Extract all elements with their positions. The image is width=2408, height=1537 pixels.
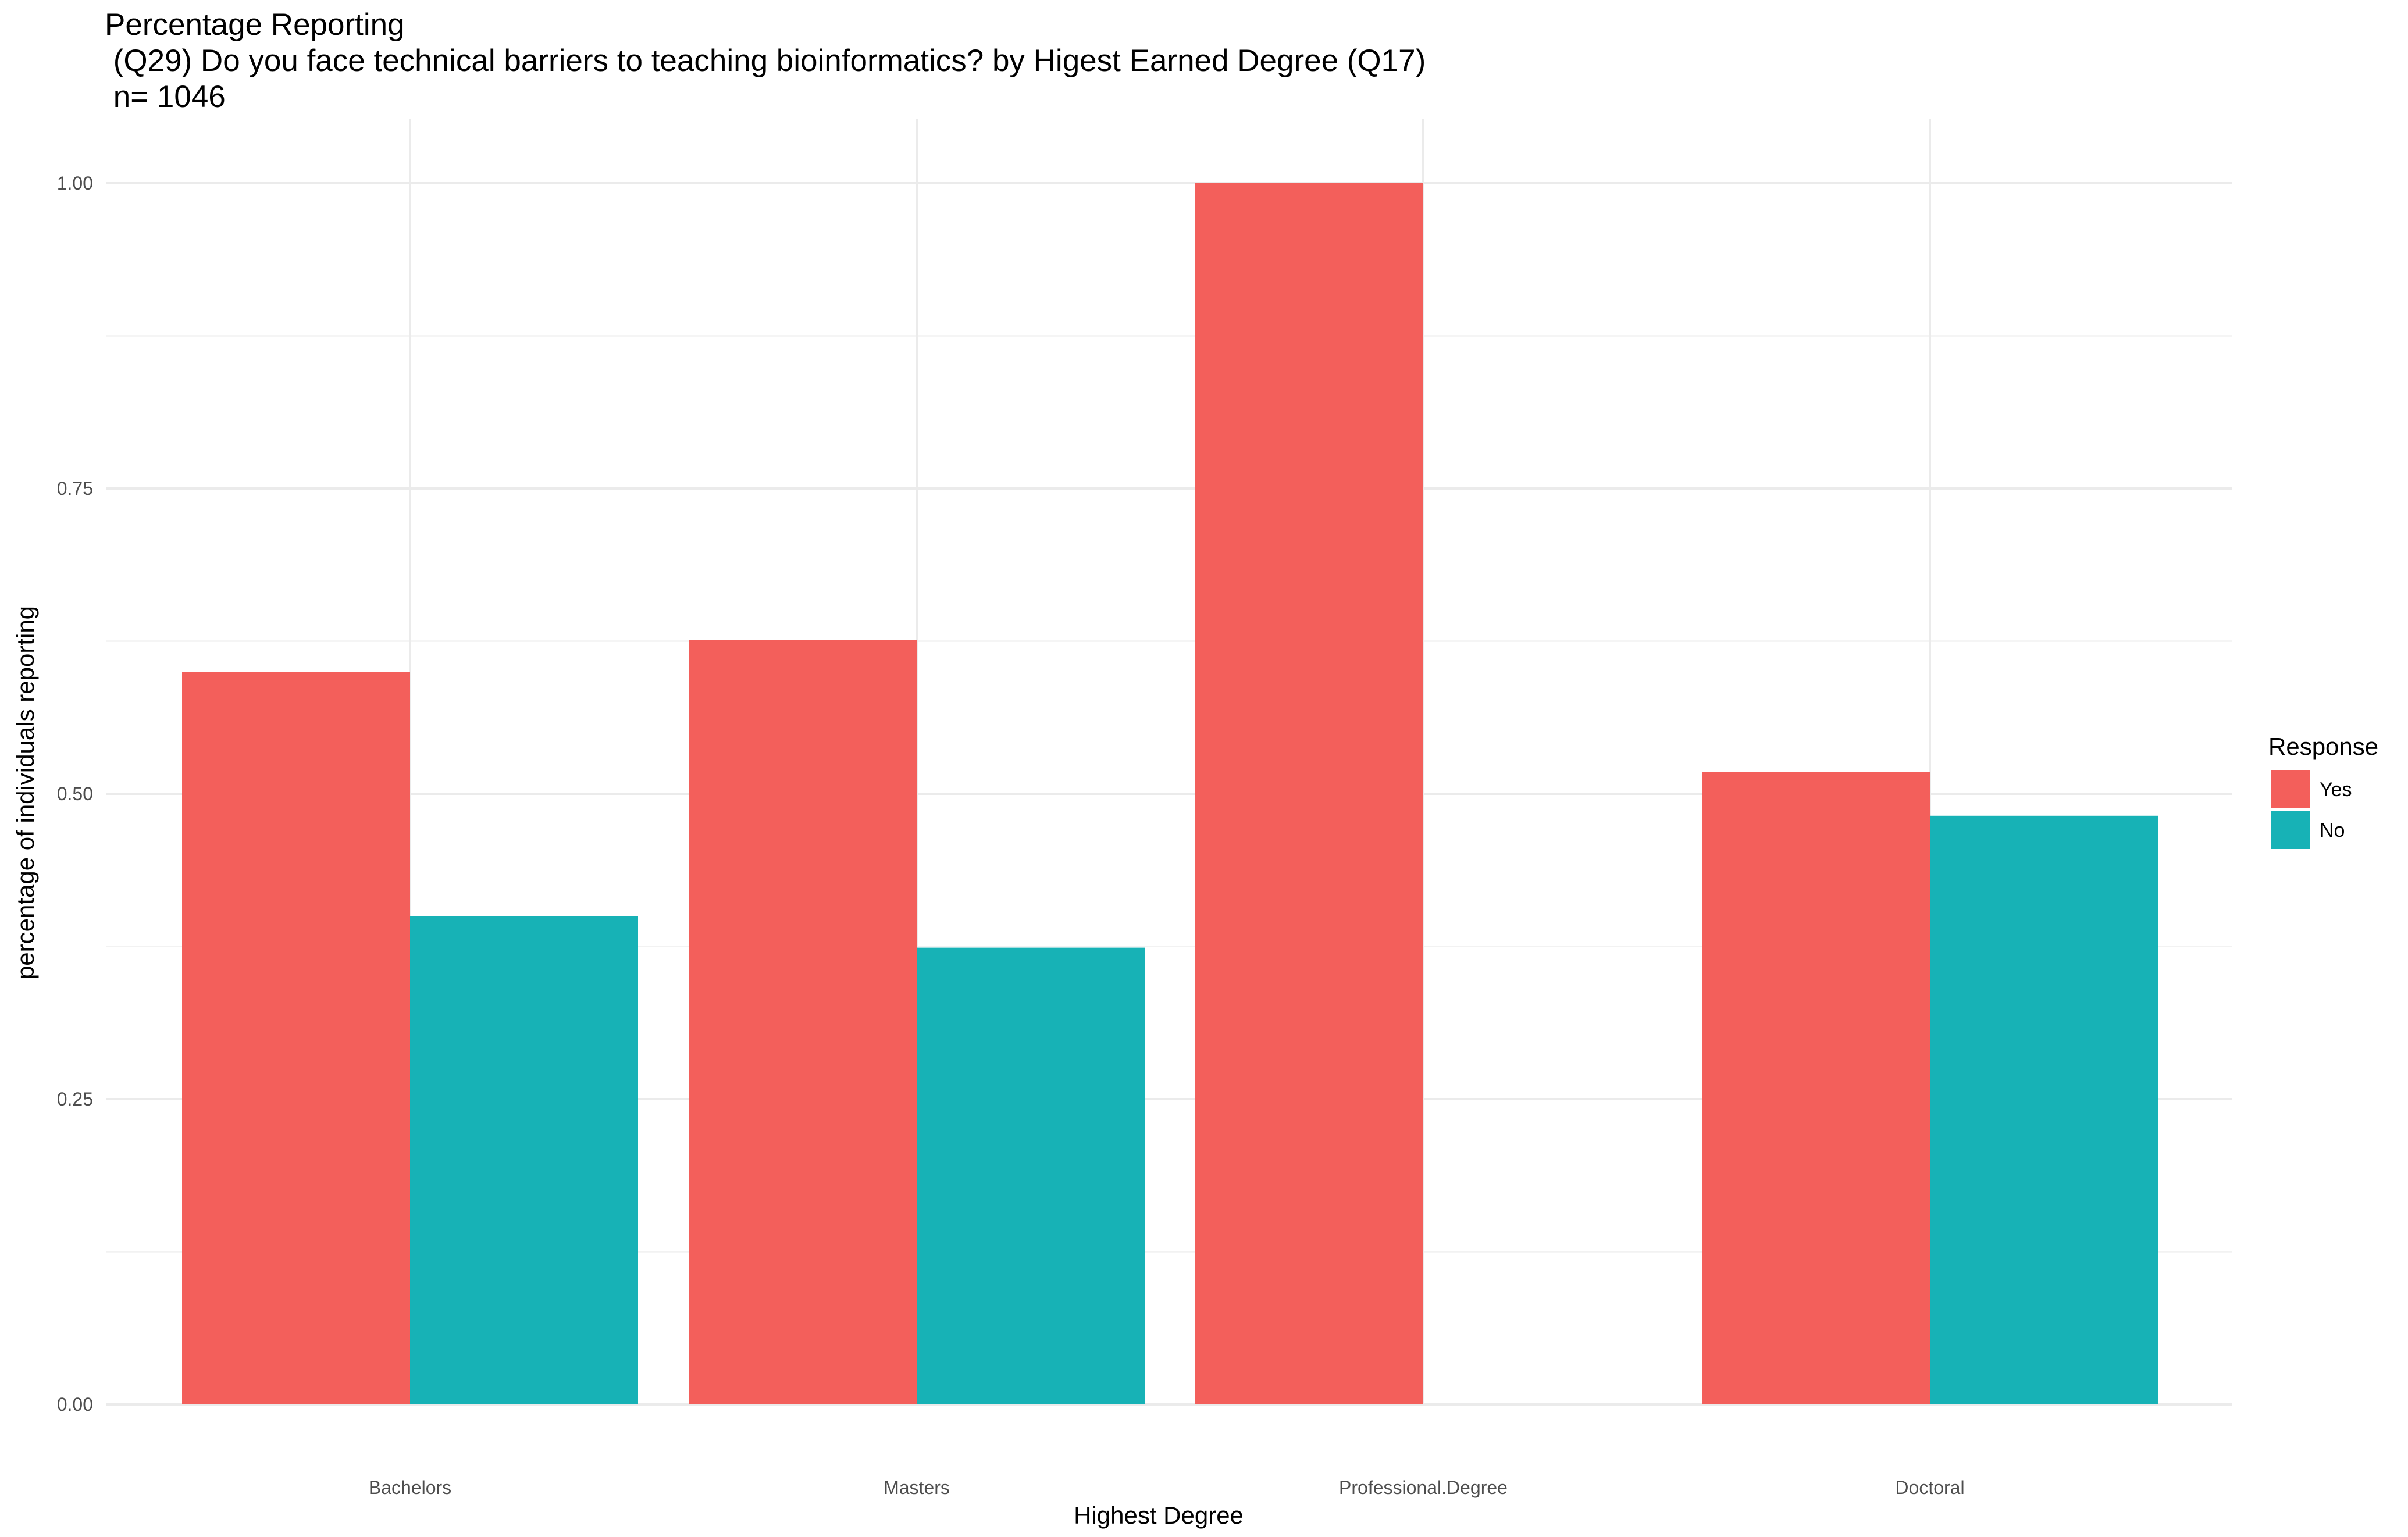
- bar-doctoral-yes: [1702, 772, 1930, 1404]
- y-tick-label: 0.25: [57, 1089, 93, 1110]
- bars: [182, 183, 2158, 1404]
- x-tick-label: Doctoral: [1895, 1477, 1964, 1498]
- legend-label-no: No: [2320, 819, 2345, 841]
- x-tick-label: Bachelors: [369, 1477, 451, 1498]
- legend-label-yes: Yes: [2320, 779, 2352, 801]
- legend-key-yes: [2271, 770, 2310, 808]
- y-axis-title: percentage of individuals reporting: [12, 606, 39, 979]
- x-tick-label: Masters: [884, 1477, 950, 1498]
- legend-key-no: [2271, 811, 2310, 849]
- x-axis-title: Highest Degree: [1074, 1502, 1244, 1529]
- bar-professional-degree-yes: [1195, 183, 1423, 1404]
- bar-bachelors-no: [410, 916, 638, 1404]
- y-tick-label: 0.75: [57, 478, 93, 499]
- bar-doctoral-no: [1930, 815, 2158, 1404]
- x-tick-label: Professional.Degree: [1339, 1477, 1508, 1498]
- bar-masters-yes: [689, 640, 917, 1404]
- bar-bachelors-yes: [182, 672, 410, 1404]
- y-tick-label: 0.00: [57, 1394, 93, 1415]
- legend-title: Response: [2268, 733, 2378, 760]
- chart-subtitle-line-2: n= 1046: [105, 80, 226, 114]
- legend: Response Yes No: [2268, 733, 2378, 849]
- y-tick-label: 0.50: [57, 783, 93, 804]
- chart-subtitle-line-1: (Q29) Do you face technical barriers to …: [105, 44, 1426, 78]
- y-tick-label: 1.00: [57, 173, 93, 194]
- y-axis-ticks: 0.00 0.25 0.50 0.75 1.00: [57, 173, 93, 1415]
- bar-masters-no: [917, 947, 1145, 1404]
- x-axis-ticks: Bachelors Masters Professional.Degree Docto…: [369, 1477, 1965, 1498]
- chart-title: Percentage Reporting: [105, 8, 405, 42]
